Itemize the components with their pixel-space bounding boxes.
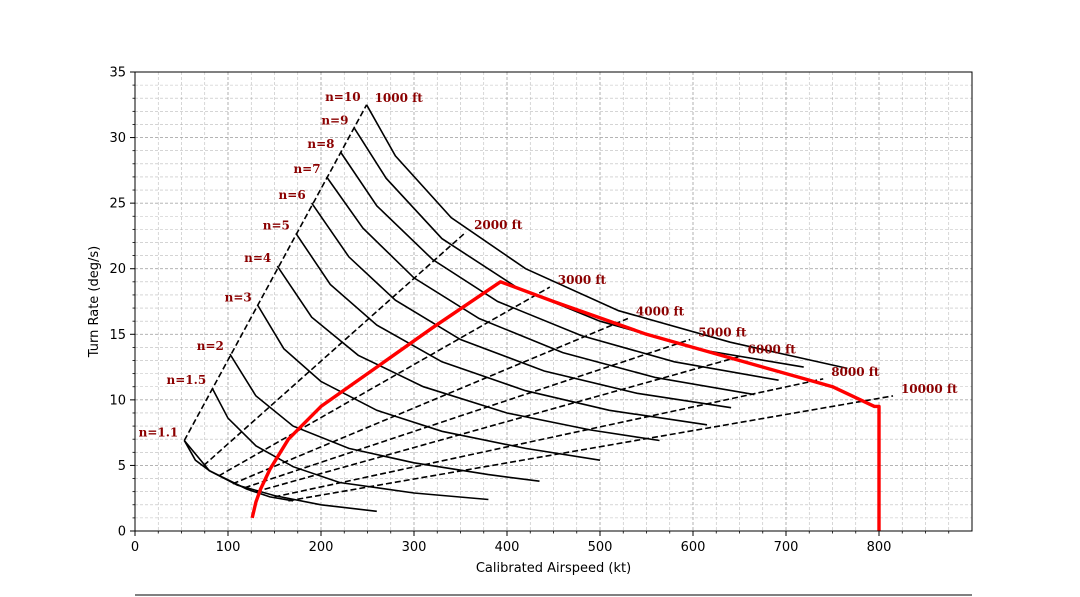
load-factor-label: n=1.1 bbox=[139, 426, 179, 440]
y-axis-label: Turn Rate (deg/s) bbox=[87, 246, 102, 358]
x-tick-label: 500 bbox=[588, 540, 613, 555]
altitude-label: 5000 ft bbox=[698, 326, 747, 340]
x-tick-label: 600 bbox=[681, 540, 706, 555]
x-tick-label: 200 bbox=[309, 540, 334, 555]
y-tick-label: 20 bbox=[109, 262, 126, 277]
y-tick-label: 30 bbox=[109, 131, 126, 146]
altitude-line bbox=[183, 104, 368, 441]
altitude-line bbox=[244, 338, 691, 489]
altitude-label: 4000 ft bbox=[636, 305, 685, 319]
load-factor-label: n=6 bbox=[279, 188, 306, 202]
curve-annotations: n=1.1 n=1.5 n=2 n=3 n=4 n=5 n=6 n=7 n=8 n=9 n=10 10… bbox=[139, 90, 958, 440]
x-tick-label: 400 bbox=[495, 540, 520, 555]
y-tick-label: 0 bbox=[118, 525, 126, 540]
load-factor-curve bbox=[276, 265, 660, 442]
altitude-label: 8000 ft bbox=[831, 365, 880, 379]
stall-boundary-curve bbox=[183, 440, 294, 502]
load-factor-label: n=9 bbox=[321, 113, 348, 127]
y-tick-label: 35 bbox=[109, 66, 126, 81]
altitude-line bbox=[218, 286, 551, 477]
altitude-line bbox=[288, 395, 894, 502]
altitude-label: 3000 ft bbox=[558, 273, 607, 287]
altitude-line bbox=[255, 355, 740, 493]
altitude-label: 1000 ft bbox=[375, 91, 424, 105]
load-factor-curve bbox=[229, 353, 540, 482]
load-factor-curves bbox=[183, 104, 848, 513]
altitude-label: 2000 ft bbox=[474, 218, 523, 232]
y-tick-label: 10 bbox=[109, 393, 126, 408]
y-tick-label: 25 bbox=[109, 197, 126, 212]
flight-envelope-line bbox=[250, 280, 881, 531]
load-factor-curve bbox=[325, 176, 755, 396]
x-tick-label: 800 bbox=[867, 540, 892, 555]
flight-envelope bbox=[250, 280, 881, 531]
x-tick-label: 300 bbox=[402, 540, 427, 555]
load-factor-curve bbox=[365, 104, 848, 370]
load-factor-curve bbox=[183, 439, 377, 513]
load-factor-label: n=3 bbox=[225, 290, 252, 304]
y-tick-label: 5 bbox=[118, 459, 126, 474]
altitude-line bbox=[274, 378, 824, 498]
load-factor-label: n=2 bbox=[197, 339, 224, 353]
load-factor-curve bbox=[295, 232, 708, 426]
load-factor-curve bbox=[339, 151, 779, 381]
altitude-line bbox=[232, 317, 629, 485]
load-factor-label: n=1.5 bbox=[167, 373, 207, 387]
load-factor-label: n=4 bbox=[244, 251, 271, 265]
load-factor-label: n=5 bbox=[263, 218, 290, 232]
load-factor-curve bbox=[257, 304, 601, 461]
altitude-lines bbox=[183, 104, 894, 502]
x-tick-label: 100 bbox=[216, 540, 241, 555]
altitude-label: 6000 ft bbox=[748, 343, 797, 357]
load-factor-curve bbox=[211, 387, 489, 501]
x-axis-label: Calibrated Airspeed (kt) bbox=[476, 561, 631, 576]
altitude-line bbox=[203, 231, 467, 466]
load-factor-label: n=7 bbox=[293, 162, 320, 176]
x-tick-label: 0 bbox=[131, 540, 139, 555]
x-tick-label: 700 bbox=[774, 540, 799, 555]
altitude-label: 10000 ft bbox=[901, 382, 958, 396]
axis-ticks: 0 100 200 300 400 500 600 700 800 0 5 10 15 20 25 30 35 bbox=[109, 66, 950, 555]
y-tick-label: 15 bbox=[109, 328, 126, 343]
load-factor-label: n=10 bbox=[325, 90, 360, 104]
load-factor-label: n=8 bbox=[307, 137, 334, 151]
load-factor-curve bbox=[311, 202, 732, 409]
